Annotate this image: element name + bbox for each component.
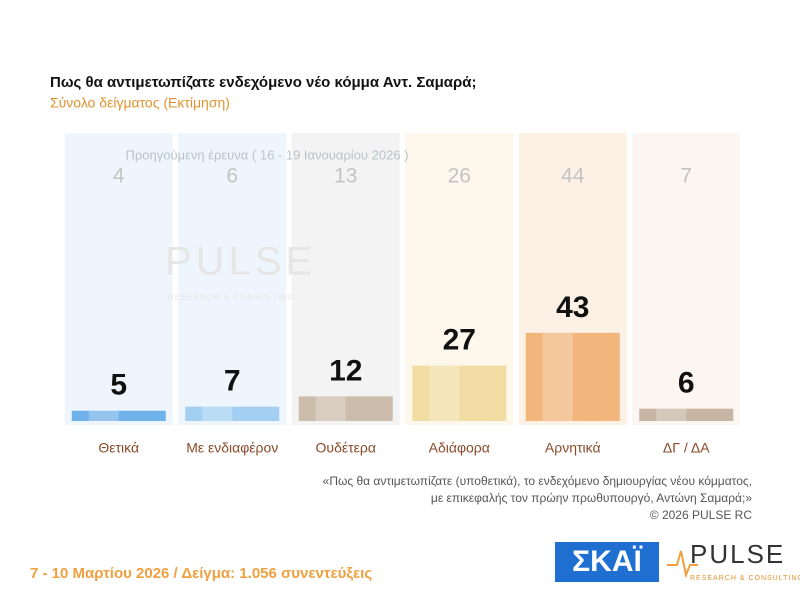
previous-label: Προηγούμενη έρευνα ( 16 - 19 Ιανουαρίου … bbox=[125, 147, 408, 162]
question: με επικεφαλής τον πρώην πρωθυπουργό, Αντ… bbox=[431, 491, 752, 505]
pulse-icon bbox=[667, 550, 698, 579]
bar-shine bbox=[542, 332, 573, 421]
chart-title: Πως θα αντιμετωπίζατε ενδεχόμενο νέο κόμ… bbox=[50, 74, 476, 91]
previous-value: 26 bbox=[448, 165, 471, 188]
watermark: PULSE bbox=[165, 240, 316, 284]
bar bbox=[71, 410, 166, 421]
copyright: © 2026 PULSE RC bbox=[650, 508, 753, 522]
x-tick-label: Με ενδιαφέρον bbox=[186, 440, 278, 456]
bar-shine bbox=[429, 365, 460, 421]
pulse-logo: PULSE bbox=[690, 539, 785, 569]
bar bbox=[525, 332, 620, 421]
value-label: 43 bbox=[556, 291, 589, 324]
previous-value: 6 bbox=[226, 165, 238, 188]
value-label: 12 bbox=[329, 354, 362, 387]
bar-shine bbox=[315, 396, 346, 421]
bar bbox=[298, 396, 393, 421]
bar bbox=[412, 365, 507, 421]
skai-logo-box bbox=[555, 542, 659, 582]
column-background bbox=[64, 133, 173, 425]
skai-logo: ΣΚΑΪ bbox=[572, 545, 642, 578]
x-tick-label: Ουδέτερα bbox=[316, 440, 376, 456]
pulse-logo-sub: RESEARCH & CONSULTING bbox=[690, 575, 800, 582]
bar-shine bbox=[656, 408, 687, 421]
question: «Πως θα αντιμετωπίζατε (υποθετικά), το ε… bbox=[323, 474, 752, 488]
previous-value: 13 bbox=[334, 165, 357, 188]
footer: 7 - 10 Μαρτίου 2026 / Δείγμα: 1.056 συνε… bbox=[30, 565, 372, 582]
chart-subtitle: Σύνολο δείγματος (Εκτίμηση) bbox=[50, 95, 230, 111]
value-label: 5 bbox=[110, 369, 127, 402]
bar bbox=[639, 408, 734, 421]
bar bbox=[185, 406, 280, 421]
value-label: 27 bbox=[443, 324, 476, 357]
x-tick-label: ΔΓ / ΔΑ bbox=[663, 440, 710, 456]
column-background bbox=[291, 133, 400, 425]
x-tick-label: Αδιάφορα bbox=[429, 440, 490, 456]
column-background bbox=[178, 133, 287, 425]
bar-shine bbox=[88, 410, 119, 421]
x-tick-label: Αρνητικά bbox=[545, 440, 601, 456]
watermark-sub: RESEARCH & CONSULTING bbox=[168, 293, 295, 302]
previous-value: 44 bbox=[561, 165, 585, 188]
previous-value: 4 bbox=[113, 165, 125, 188]
previous-value: 7 bbox=[680, 165, 692, 188]
x-tick-label: Θετικά bbox=[98, 440, 139, 456]
column-background bbox=[632, 133, 741, 425]
value-label: 7 bbox=[224, 365, 241, 398]
value-label: 6 bbox=[678, 367, 695, 400]
bar-shine bbox=[202, 406, 233, 421]
